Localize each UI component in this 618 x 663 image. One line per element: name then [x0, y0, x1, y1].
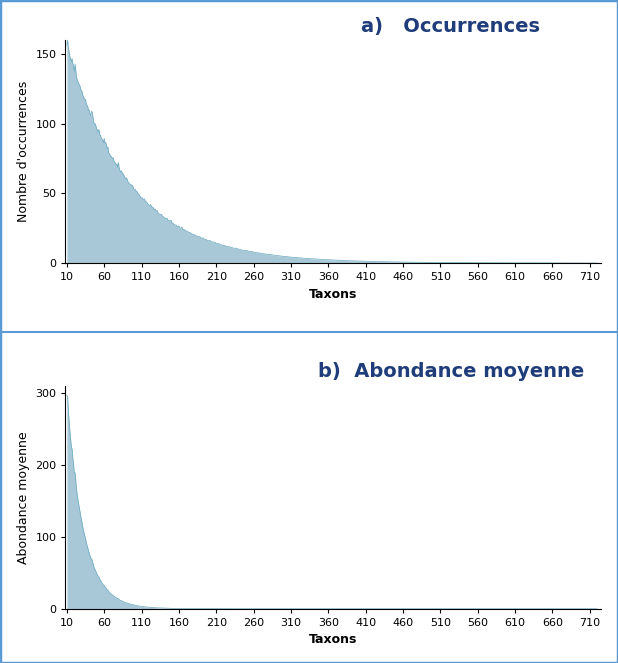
- Title: b)  Abondance moyenne: b) Abondance moyenne: [318, 363, 584, 381]
- Y-axis label: Nombre d'occurrences: Nombre d'occurrences: [17, 81, 30, 222]
- Y-axis label: Abondance moyenne: Abondance moyenne: [17, 431, 30, 564]
- X-axis label: Taxons: Taxons: [309, 633, 357, 646]
- X-axis label: Taxons: Taxons: [309, 288, 357, 300]
- Title: a)   Occurrences: a) Occurrences: [362, 17, 540, 36]
